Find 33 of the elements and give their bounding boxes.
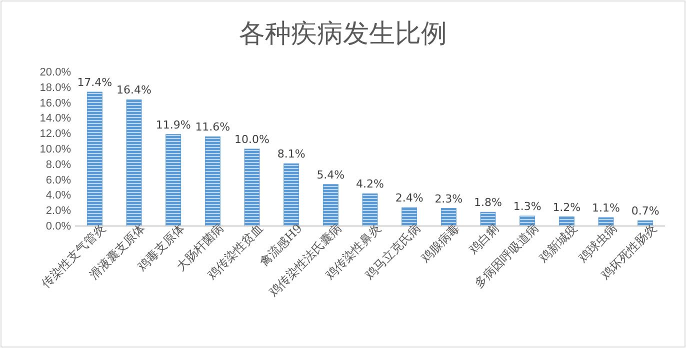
data-label: 1.1% [592, 202, 620, 215]
data-label: 2.3% [434, 192, 463, 206]
data-label: 4.2% [356, 178, 384, 191]
bar [86, 92, 102, 226]
bar [362, 193, 378, 226]
data-label: 1.2% [552, 200, 581, 214]
bar [126, 99, 142, 226]
data-label: 10.0% [234, 133, 270, 146]
y-tick-label: 20.0% [40, 66, 72, 79]
data-label: 2.4% [395, 192, 424, 205]
data-label: 0.7% [631, 204, 660, 218]
y-tick-label: 4.0% [46, 190, 72, 202]
y-tick-label: 0.0% [46, 220, 72, 233]
bar [166, 134, 182, 226]
data-label: 1.3% [513, 200, 542, 213]
bar [244, 148, 260, 226]
y-tick-label: 10.0% [40, 144, 72, 156]
data-label: 1.8% [474, 196, 502, 210]
y-tick-label: 14.0% [40, 112, 72, 125]
y-tick-label: 2.0% [46, 205, 72, 218]
y-tick-label: 18.0% [40, 82, 72, 94]
data-label: 16.4% [116, 84, 152, 97]
y-tick-label: 8.0% [46, 158, 72, 171]
data-label: 11.9% [156, 118, 191, 132]
y-tick-label: 6.0% [46, 174, 72, 186]
y-tick-label: 16.0% [40, 97, 72, 110]
data-label: 17.4% [77, 76, 112, 90]
chart-title: 各种疾病发生比例 [239, 19, 447, 49]
bar [284, 163, 300, 226]
data-label: 5.4% [316, 168, 345, 182]
data-label: 8.1% [277, 148, 306, 161]
y-tick-label: 12.0% [40, 128, 72, 140]
data-label: 11.6% [195, 120, 230, 134]
